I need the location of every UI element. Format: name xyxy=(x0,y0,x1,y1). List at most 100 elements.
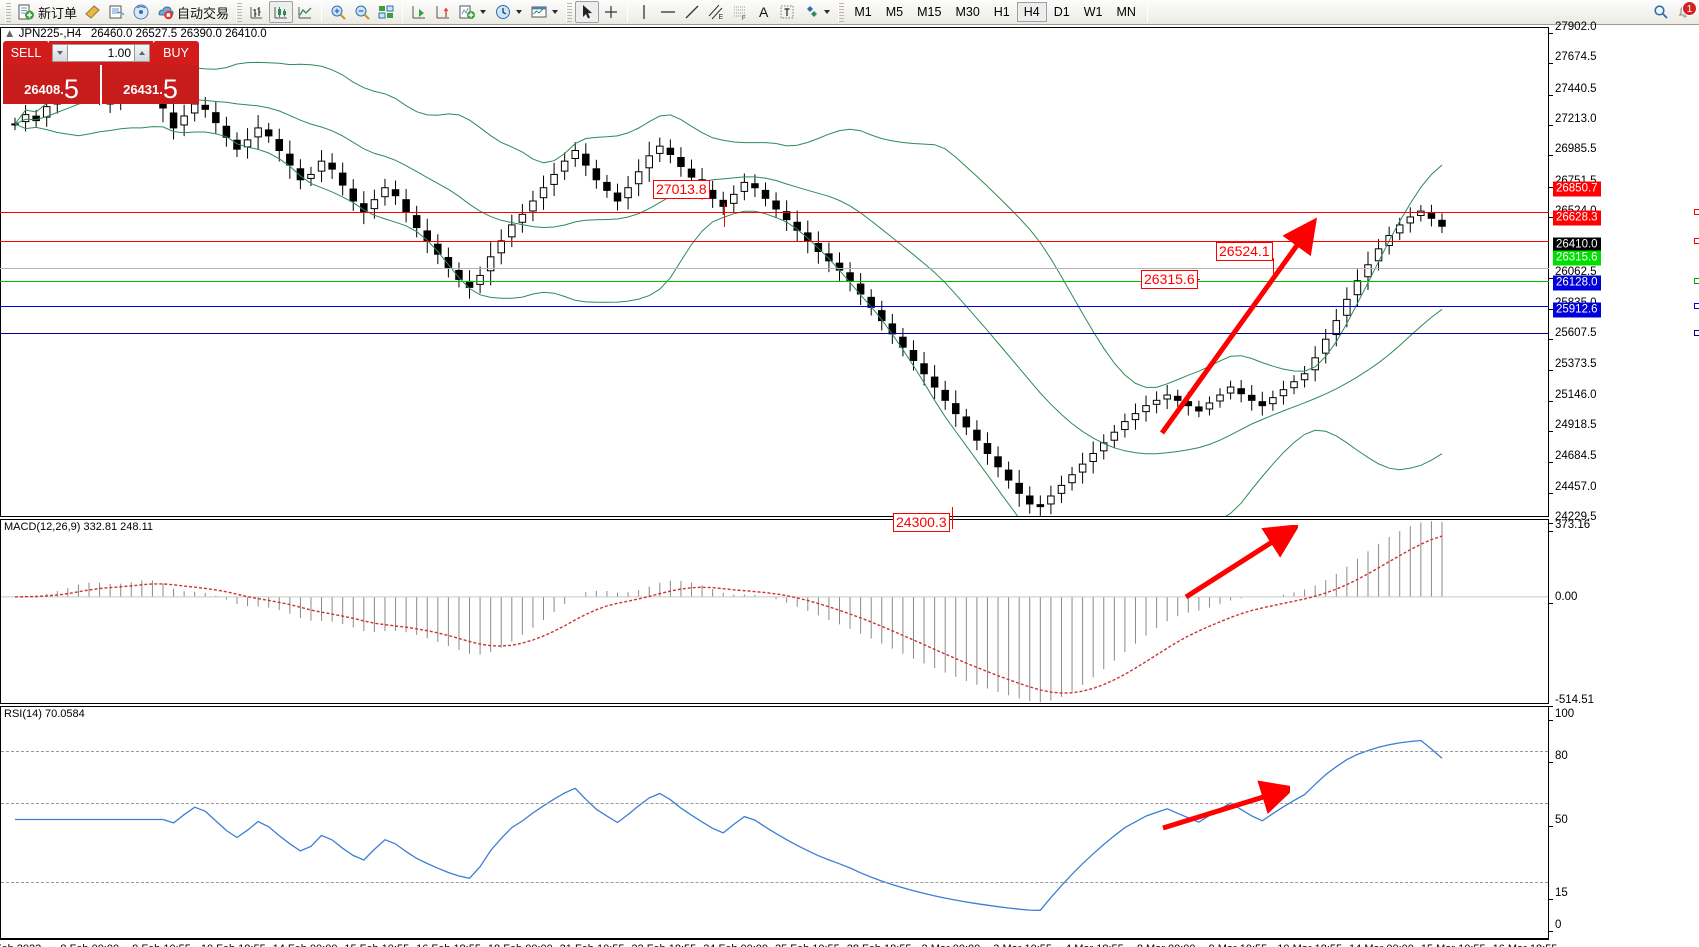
toolbar-separator-3 xyxy=(627,2,629,22)
timeframe-group: M1 M5 M15 M30 H1 H4 D1 W1 MN xyxy=(847,2,1143,22)
chevron-down-icon[interactable] xyxy=(480,10,487,14)
time-label: 22 Feb 18:55 xyxy=(631,943,696,947)
up-arrow-rsi[interactable] xyxy=(1155,780,1290,840)
buy-price-int: 26431 xyxy=(123,82,160,97)
chevron-down-icon-4[interactable] xyxy=(824,10,831,14)
time-label: 15 Mar 10:55 xyxy=(1421,943,1486,947)
shapes-tool-button[interactable] xyxy=(799,1,835,23)
price-tag-26410-0[interactable]: 26410.0 xyxy=(1553,237,1601,253)
volume-control[interactable]: 1.00 xyxy=(49,41,153,65)
annotation-24300[interactable]: 24300.3 xyxy=(893,513,950,532)
price-tag-26128-0[interactable]: 26128.0 xyxy=(1553,275,1601,291)
timeframe-m30[interactable]: M30 xyxy=(955,5,980,19)
level-handle-26628[interactable] xyxy=(1694,238,1699,244)
rsi-level-80 xyxy=(1,751,1548,752)
annotation-27013[interactable]: 27013.8 xyxy=(653,180,710,199)
chart-area[interactable]: 27013.8 24300.3 26524.1 26315.6 MACD(12,… xyxy=(0,25,1699,947)
templates-button[interactable] xyxy=(527,1,563,23)
level-handle-25912[interactable] xyxy=(1694,330,1699,336)
annotation-26524[interactable]: 26524.1 xyxy=(1216,242,1273,261)
buy-button[interactable]: BUY xyxy=(153,41,199,65)
chevron-down-icon-3[interactable] xyxy=(552,10,559,14)
level-line-26315[interactable] xyxy=(0,281,1549,282)
rsi-pane[interactable]: RSI(14) 70.0584 xyxy=(0,706,1549,939)
annotation-27013-stem xyxy=(724,203,725,227)
volume-input[interactable]: 1.00 xyxy=(68,44,134,62)
chevron-down-icon-2[interactable] xyxy=(516,10,523,14)
toolbar-grip-2[interactable] xyxy=(236,2,243,22)
sell-button[interactable]: SELL xyxy=(3,41,49,65)
signals-button[interactable] xyxy=(129,1,153,23)
volume-increment-button[interactable] xyxy=(134,44,150,62)
annotation-26315[interactable]: 26315.6 xyxy=(1141,270,1198,289)
crosshair-tool-button[interactable] xyxy=(599,1,623,23)
tile-windows-button[interactable] xyxy=(374,1,398,23)
equidistant-channel-tool-button[interactable]: E xyxy=(704,1,728,23)
rsi-axis[interactable]: 100 80 50 15 0 xyxy=(1549,706,1699,939)
svg-text:F: F xyxy=(742,16,746,21)
rsi-tick: 80 xyxy=(1549,750,1568,768)
price-axis[interactable]: 27902.0 27674.5 27440.5 27213.0 26985.5 26751… xyxy=(1549,21,1699,524)
new-order-label: 新订单 xyxy=(38,5,78,21)
auto-scroll-button[interactable] xyxy=(407,1,431,23)
line-chart-button[interactable] xyxy=(293,1,317,23)
toolbar-grip-4[interactable] xyxy=(838,2,845,22)
zoom-out-button[interactable] xyxy=(350,1,374,23)
time-label: 15 Feb 10:55 xyxy=(344,943,409,947)
trade-panel-prices: 26408 . 5 26431 . 5 xyxy=(3,65,199,104)
timeframe-w1[interactable]: W1 xyxy=(1083,5,1103,19)
timeframe-h1[interactable]: H1 xyxy=(993,5,1010,19)
annotation-24300-stem xyxy=(952,507,953,529)
level-handle-26850[interactable] xyxy=(1694,209,1699,215)
price-tag-26850-7[interactable]: 26850.7 xyxy=(1553,181,1601,197)
timeframe-m5[interactable]: M5 xyxy=(885,5,904,19)
timeframe-d1[interactable]: D1 xyxy=(1053,5,1070,19)
level-line-25912[interactable] xyxy=(0,333,1549,334)
text-tool-button[interactable]: A xyxy=(752,1,775,23)
autotrading-button[interactable]: 自动交易 xyxy=(153,1,233,23)
new-order-button[interactable]: 新订单 xyxy=(14,1,81,23)
indicators-button[interactable] xyxy=(455,1,491,23)
periods-button[interactable] xyxy=(491,1,527,23)
up-arrow-price[interactable] xyxy=(1140,215,1320,440)
timeframe-mn[interactable]: MN xyxy=(1116,5,1136,19)
price-tag-25912-6[interactable]: 25912.6 xyxy=(1553,302,1601,318)
level-line-26850[interactable] xyxy=(0,212,1549,213)
timeframe-m15[interactable]: M15 xyxy=(917,5,942,19)
notifications-button[interactable]: 1 xyxy=(1673,1,1697,23)
timeframe-h4[interactable]: H4 xyxy=(1016,2,1047,22)
buy-price[interactable]: 26431 . 5 xyxy=(100,65,199,104)
horizontal-line-tool-button[interactable] xyxy=(656,1,680,23)
toolbar-grip-3[interactable] xyxy=(566,2,573,22)
up-arrow-macd[interactable] xyxy=(1178,525,1298,605)
level-handle-26128[interactable] xyxy=(1694,303,1699,309)
level-line-26128[interactable] xyxy=(0,306,1549,307)
volume-decrement-button[interactable] xyxy=(52,44,68,62)
level-line-26628[interactable] xyxy=(0,241,1549,242)
fibonacci-tool-button[interactable]: F xyxy=(728,1,752,23)
level-handle-26315[interactable] xyxy=(1694,278,1699,284)
one-click-trading-panel[interactable]: SELL 1.00 BUY 26408 . 5 26431 . 5 xyxy=(3,41,199,104)
trendline-tool-button[interactable] xyxy=(680,1,704,23)
search-button[interactable] xyxy=(1649,1,1673,23)
text-label-tool-button[interactable] xyxy=(775,1,799,23)
timeframe-m1[interactable]: M1 xyxy=(854,5,872,19)
terminal-button[interactable] xyxy=(105,1,129,23)
price-tag-26315-6[interactable]: 26315.6 xyxy=(1553,250,1601,266)
price-tag-26628-3[interactable]: 26628.3 xyxy=(1553,210,1601,226)
toolbar-grip[interactable] xyxy=(5,2,11,22)
vertical-line-tool-button[interactable] xyxy=(632,1,656,23)
candlestick-chart-button[interactable] xyxy=(269,1,294,23)
sell-price[interactable]: 26408 . 5 xyxy=(3,65,100,104)
price-tick: 24684.5 xyxy=(1549,450,1597,468)
metaeditor-button[interactable] xyxy=(81,1,105,23)
autotrading-label: 自动交易 xyxy=(177,5,230,21)
bar-chart-button[interactable] xyxy=(245,1,269,23)
macd-pane[interactable]: MACD(12,26,9) 332.81 248.11 xyxy=(0,519,1549,704)
cursor-tool-button[interactable] xyxy=(575,1,600,23)
zoom-in-button[interactable] xyxy=(326,1,350,23)
macd-axis[interactable]: 373.16 0.00 -514.51 xyxy=(1549,519,1699,707)
chart-shift-button[interactable] xyxy=(431,1,455,23)
price-pane[interactable] xyxy=(0,27,1549,517)
